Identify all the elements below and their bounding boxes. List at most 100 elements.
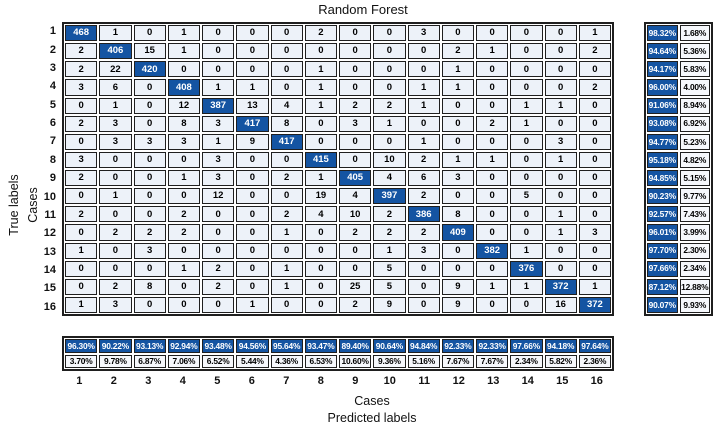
matrix-cell: 1 [304,170,337,187]
row-summary-main: 96.01% [647,224,678,241]
matrix-cell: 0 [544,242,577,259]
matrix-cell: 10 [373,151,406,168]
matrix-cell: 0 [407,43,440,60]
matrix-cell: 1 [202,79,235,96]
col-tick: 2 [110,374,117,387]
row-summary-secondary: 5.36% [679,43,710,60]
row-summary-secondary: 5.83% [679,61,710,78]
matrix-cell: 0 [441,133,474,150]
row-summary-secondary: 5.23% [679,133,710,150]
row-summary-secondary: 7.43% [679,206,710,223]
matrix-cell: 0 [578,97,611,114]
matrix-cell: 0 [167,296,200,313]
row-tick: 11 [44,208,56,221]
col-tick: 15 [556,374,569,387]
matrix-cell: 0 [407,260,440,277]
matrix-cell: 0 [202,61,235,78]
matrix-cell: 0 [544,188,577,205]
matrix-cell: 0 [236,278,269,295]
matrix-cell: 0 [476,188,509,205]
matrix-cell: 0 [133,115,166,132]
matrix-cell: 0 [544,115,577,132]
col-tick: 4 [179,374,186,387]
matrix-cell: 2 [304,25,337,42]
col-summary-secondary: 10.60% [339,354,372,368]
row-summary-secondary: 5.15% [679,170,710,187]
row-tick: 8 [49,153,56,166]
col-summary-main: 97.64% [578,339,611,353]
row-summary-main: 97.66% [647,260,678,277]
col-summary-secondary: 5.82% [544,354,577,368]
matrix-cell: 0 [578,206,611,223]
matrix-cell: 1 [236,296,269,313]
matrix-cell: 1 [270,224,303,241]
matrix-cell: 0 [339,133,372,150]
matrix-cell: 0 [476,97,509,114]
row-tick: 15 [43,282,56,295]
matrix-cell: 0 [476,25,509,42]
matrix-cell: 12 [202,188,235,205]
matrix-cell: 4 [339,188,372,205]
matrix-cell: 1 [407,133,440,150]
matrix-cell: 9 [373,296,406,313]
matrix-cell: 0 [407,115,440,132]
matrix-cell: 2 [476,115,509,132]
matrix-cell: 0 [476,61,509,78]
column-tick-labels: 1 2 3 4 5 6 7 8 9 10 11 12 13 14 15 16 [62,373,614,388]
col-summary-main: 93.48% [202,339,235,353]
matrix-cell: 2 [373,97,406,114]
matrix-diagonal-cell: 372 [578,296,611,313]
row-tick: 7 [49,135,56,148]
matrix-cell: 3 [99,133,132,150]
row-summary-secondary: 3.99% [679,224,710,241]
matrix-cell: 0 [270,242,303,259]
matrix-cell: 3 [407,242,440,259]
chart-title: Random Forest [318,2,408,17]
matrix-cell: 3 [99,296,132,313]
row-summary-main: 90.07% [647,296,678,313]
matrix-cell: 0 [476,79,509,96]
col-summary-main: 96.30% [65,339,98,353]
matrix-cell: 2 [99,278,132,295]
row-summary-main: 98.32% [647,25,678,42]
matrix-cell: 2 [373,224,406,241]
matrix-grid: 468 1 0 1 0 0 0 2 0 0 3 0 0 0 0 1 2 406 15 1 0 0 0 0 0 0 0 2 1 0 0 2 2 22… [62,22,614,316]
row-summary-secondary: 2.34% [679,260,710,277]
matrix-cell: 0 [510,170,543,187]
matrix-cell: 0 [133,188,166,205]
matrix-cell: 0 [167,61,200,78]
matrix-cell: 0 [441,115,474,132]
matrix-cell: 0 [304,115,337,132]
matrix-cell: 3 [202,151,235,168]
matrix-cell: 0 [544,25,577,42]
matrix-cell: 2 [578,79,611,96]
matrix-cell: 9 [441,278,474,295]
matrix-cell: 0 [167,151,200,168]
matrix-cell: 1 [202,133,235,150]
col-summary-secondary: 2.34% [510,354,543,368]
matrix-diagonal-cell: 468 [65,25,98,42]
matrix-cell: 2 [167,224,200,241]
matrix-cell: 2 [65,206,98,223]
matrix-cell: 4 [304,206,337,223]
matrix-cell: 1 [510,278,543,295]
matrix-cell: 2 [407,188,440,205]
matrix-cell: 0 [236,25,269,42]
matrix-cell: 0 [441,25,474,42]
col-tick: 13 [487,374,500,387]
row-summary-main: 92.57% [647,206,678,223]
matrix-cell: 0 [133,170,166,187]
matrix-diagonal-cell: 405 [339,170,372,187]
col-summary-secondary: 4.36% [270,354,303,368]
row-summary-secondary: 8.94% [679,97,710,114]
matrix-cell: 0 [99,170,132,187]
matrix-cell: 2 [65,61,98,78]
matrix-cell: 1 [476,278,509,295]
row-summary-main: 95.18% [647,151,678,168]
matrix-cell: 0 [578,188,611,205]
matrix-cell: 0 [236,224,269,241]
matrix-cell: 0 [236,242,269,259]
matrix-cell: 2 [99,224,132,241]
matrix-cell: 1 [167,260,200,277]
